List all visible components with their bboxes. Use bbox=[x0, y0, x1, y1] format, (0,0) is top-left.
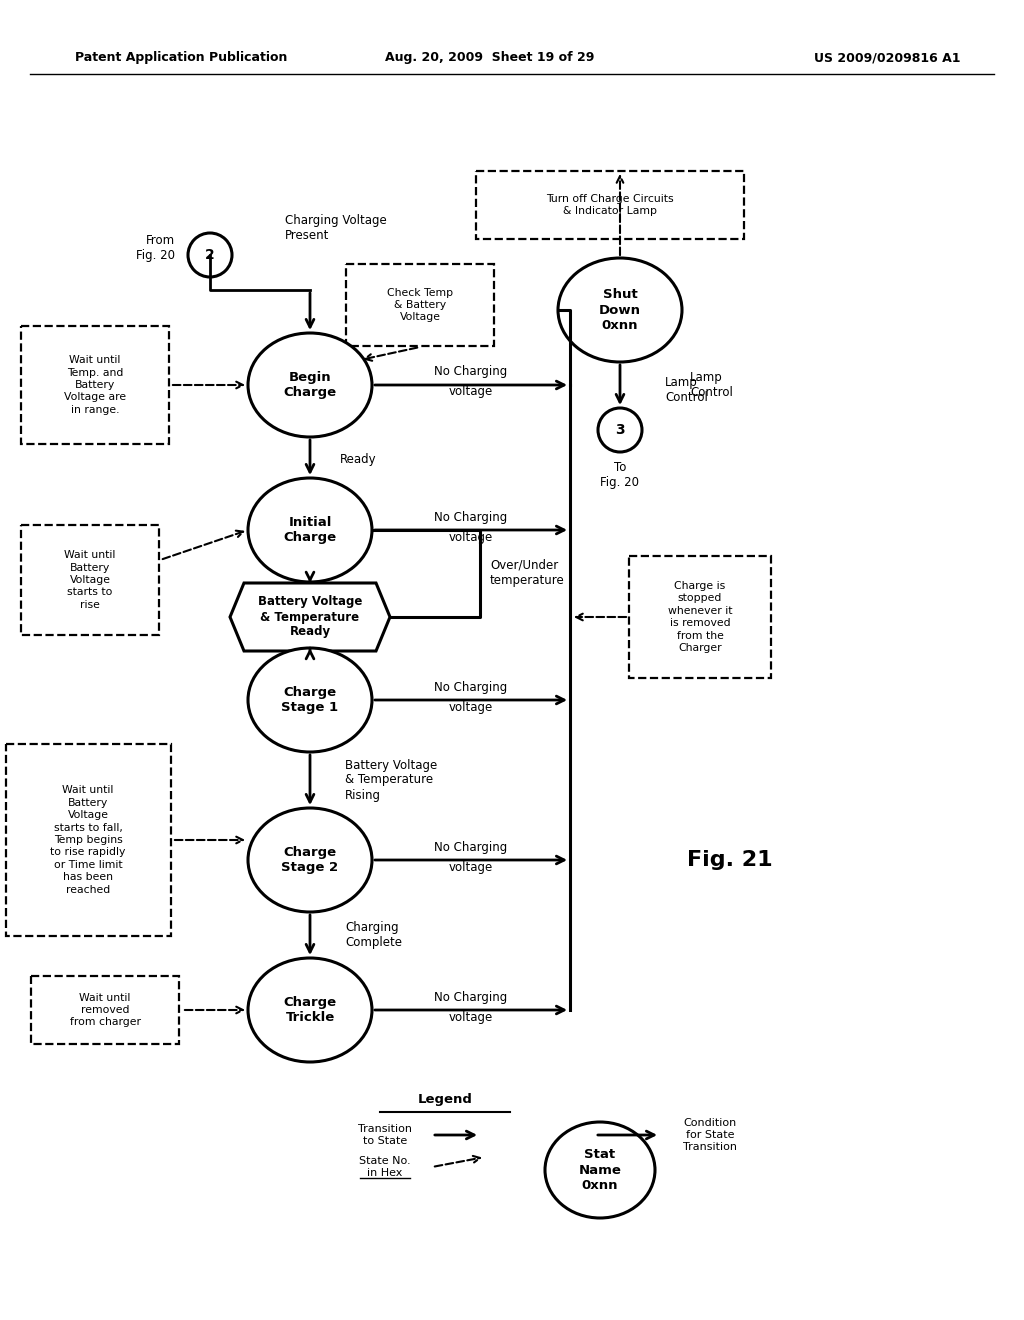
Text: Condition
for State
Transition: Condition for State Transition bbox=[683, 1118, 737, 1151]
Polygon shape bbox=[230, 583, 390, 651]
Bar bbox=[5, 744, 171, 936]
Text: No Charging: No Charging bbox=[434, 366, 508, 379]
Text: Wait until
removed
from charger: Wait until removed from charger bbox=[70, 993, 140, 1027]
Text: Patent Application Publication: Patent Application Publication bbox=[75, 51, 288, 65]
Text: Wait until
Temp. and
Battery
Voltage are
in range.: Wait until Temp. and Battery Voltage are… bbox=[63, 355, 126, 414]
Text: Wait until
Battery
Voltage
starts to
rise: Wait until Battery Voltage starts to ris… bbox=[65, 550, 116, 610]
Bar bbox=[31, 975, 179, 1044]
Text: 2: 2 bbox=[205, 248, 215, 261]
Text: No Charging: No Charging bbox=[434, 681, 508, 693]
Text: Battery Voltage
& Temperature
Ready: Battery Voltage & Temperature Ready bbox=[258, 595, 362, 639]
Text: Turn off Charge Circuits
& Indicator Lamp: Turn off Charge Circuits & Indicator Lam… bbox=[546, 194, 674, 216]
Text: voltage: voltage bbox=[449, 861, 494, 874]
Ellipse shape bbox=[248, 958, 372, 1063]
Bar bbox=[346, 264, 494, 346]
Ellipse shape bbox=[248, 478, 372, 582]
Text: Ready: Ready bbox=[340, 454, 377, 466]
Text: Begin
Charge: Begin Charge bbox=[284, 371, 337, 399]
Text: Stat
Name
0xnn: Stat Name 0xnn bbox=[579, 1148, 622, 1192]
Ellipse shape bbox=[558, 257, 682, 362]
Text: No Charging: No Charging bbox=[434, 511, 508, 524]
Text: Charge
Stage 1: Charge Stage 1 bbox=[282, 686, 339, 714]
Text: Battery Voltage
& Temperature
Rising: Battery Voltage & Temperature Rising bbox=[345, 759, 437, 801]
Text: Fig. 21: Fig. 21 bbox=[687, 850, 773, 870]
Text: US 2009/0209816 A1: US 2009/0209816 A1 bbox=[813, 51, 961, 65]
Text: Wait until
Battery
Voltage
starts to fall,
Temp begins
to rise rapidly
or Time l: Wait until Battery Voltage starts to fal… bbox=[50, 785, 126, 895]
Text: Lamp
Control: Lamp Control bbox=[690, 371, 733, 399]
Text: Charge is
stopped
whenever it
is removed
from the
Charger: Charge is stopped whenever it is removed… bbox=[668, 581, 732, 653]
Ellipse shape bbox=[248, 808, 372, 912]
Bar bbox=[22, 525, 159, 635]
Ellipse shape bbox=[188, 234, 232, 277]
Bar bbox=[476, 172, 744, 239]
Text: Charge
Stage 2: Charge Stage 2 bbox=[282, 846, 339, 874]
Text: voltage: voltage bbox=[449, 385, 494, 399]
Text: State No.
in Hex: State No. in Hex bbox=[359, 1156, 411, 1177]
Text: Over/Under
temperature: Over/Under temperature bbox=[490, 558, 565, 587]
Text: Charging
Complete: Charging Complete bbox=[345, 921, 402, 949]
Bar bbox=[629, 556, 771, 678]
Text: From
Fig. 20: From Fig. 20 bbox=[136, 234, 175, 261]
Text: voltage: voltage bbox=[449, 531, 494, 544]
Text: No Charging: No Charging bbox=[434, 841, 508, 854]
Ellipse shape bbox=[248, 648, 372, 752]
Text: voltage: voltage bbox=[449, 701, 494, 714]
Text: Transition
to State: Transition to State bbox=[358, 1125, 412, 1146]
Ellipse shape bbox=[598, 408, 642, 451]
Text: No Charging: No Charging bbox=[434, 990, 508, 1003]
Bar bbox=[22, 326, 169, 444]
Text: Check Temp
& Battery
Voltage: Check Temp & Battery Voltage bbox=[387, 288, 453, 322]
Text: Shut
Down
0xnn: Shut Down 0xnn bbox=[599, 288, 641, 333]
Text: voltage: voltage bbox=[449, 1011, 494, 1023]
Text: Charging Voltage
Present: Charging Voltage Present bbox=[285, 214, 387, 242]
Text: 3: 3 bbox=[615, 422, 625, 437]
Text: Aug. 20, 2009  Sheet 19 of 29: Aug. 20, 2009 Sheet 19 of 29 bbox=[385, 51, 595, 65]
Text: To
Fig. 20: To Fig. 20 bbox=[600, 461, 640, 488]
Text: Initial
Charge: Initial Charge bbox=[284, 516, 337, 544]
Ellipse shape bbox=[248, 333, 372, 437]
Text: Lamp
Control: Lamp Control bbox=[665, 376, 708, 404]
Text: Charge
Trickle: Charge Trickle bbox=[284, 995, 337, 1024]
Ellipse shape bbox=[545, 1122, 655, 1218]
Text: Legend: Legend bbox=[418, 1093, 472, 1106]
